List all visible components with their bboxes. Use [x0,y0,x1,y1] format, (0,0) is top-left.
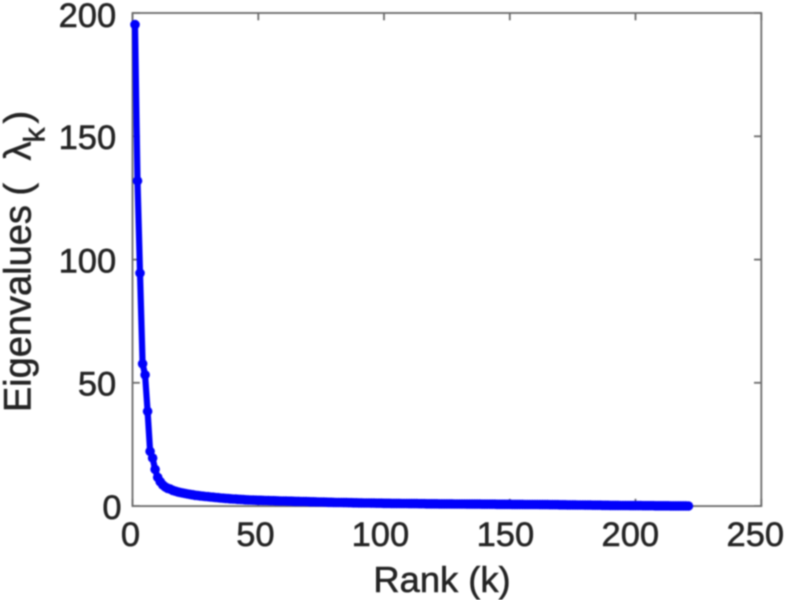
svg-text:100: 100 [59,242,117,280]
svg-text:150: 150 [59,119,117,157]
svg-text:0: 0 [102,489,121,527]
svg-text:250: 250 [727,516,785,554]
svg-text:150: 150 [477,516,535,554]
svg-text:50: 50 [236,516,274,554]
svg-text:0: 0 [121,516,140,554]
svg-text:200: 200 [59,0,117,35]
svg-text:100: 100 [352,516,410,554]
svg-text:Rank (k): Rank (k) [373,559,510,600]
svg-text:200: 200 [602,516,660,554]
svg-text:50: 50 [78,366,116,404]
